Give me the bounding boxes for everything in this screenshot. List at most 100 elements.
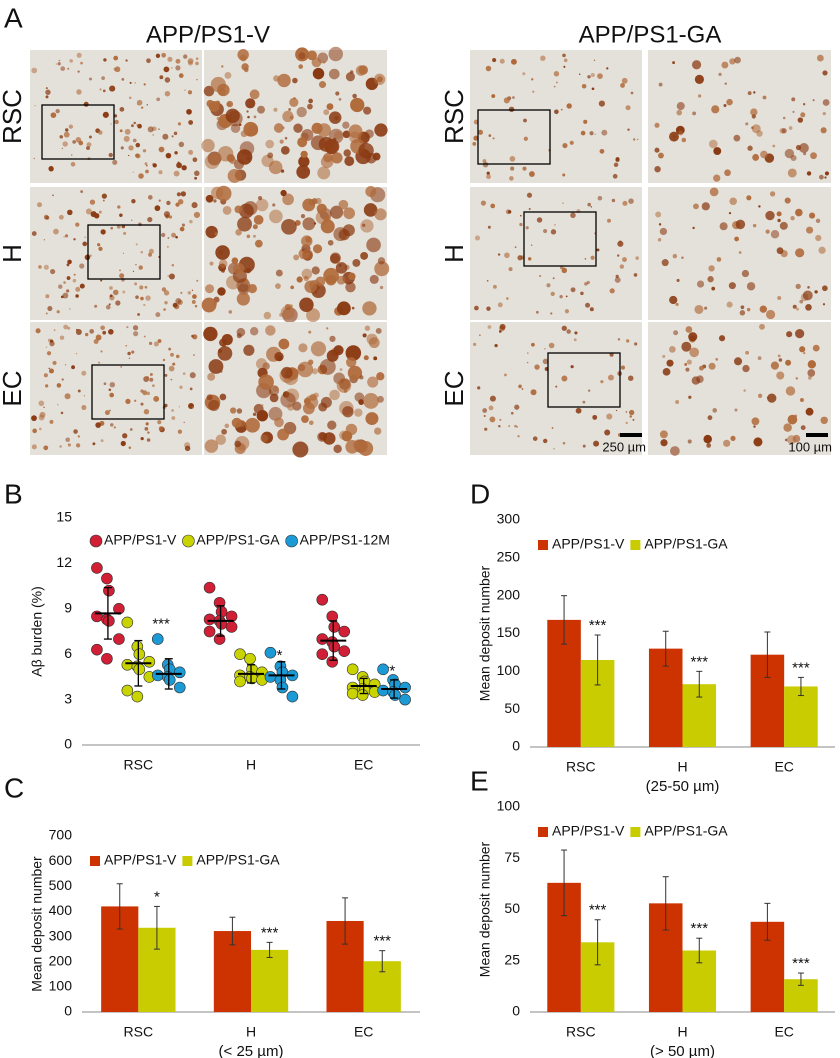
deposit [523,136,528,141]
deposit [81,405,87,411]
deposit [236,292,250,306]
deposit [473,342,477,346]
deposit [61,378,64,381]
deposit [193,354,195,356]
deposit [692,111,697,116]
deposit [122,290,126,294]
deposit [778,358,783,362]
deposit [103,382,107,386]
deposit [209,261,214,266]
deposit [815,218,821,224]
deposit [751,126,754,130]
deposit [570,212,576,219]
x-tick-label: RSC [566,759,596,775]
legend-label: APP/PS1-V [552,823,625,839]
deposit [615,157,620,163]
deposit [109,294,113,298]
deposit [64,234,69,238]
deposit [546,283,551,288]
deposit [696,280,705,288]
deposit [795,307,799,311]
data-point [225,621,238,633]
deposit [730,435,736,441]
deposit [308,330,312,334]
y-tick-label: 25 [504,951,520,967]
deposit [277,428,290,441]
deposit [73,238,76,241]
deposit [75,329,82,336]
deposit [112,159,118,165]
y-tick-label: 12 [56,554,72,570]
deposit [293,123,303,133]
deposit [318,81,327,89]
deposit [140,402,144,406]
deposit [260,434,269,443]
deposit [238,203,254,219]
deposit [180,291,183,294]
data-point [213,633,226,645]
deposit [629,415,632,418]
deposit [279,139,284,144]
data-point [103,615,115,627]
deposit [497,253,501,256]
deposit [676,278,680,282]
deposit [171,416,176,420]
deposit [797,117,804,123]
deposit [800,112,806,118]
deposit [58,284,63,289]
legend-marker [630,827,641,837]
deposit [102,111,109,118]
deposit [137,103,139,106]
deposit [312,67,325,80]
deposit [532,90,535,93]
deposit [718,335,726,342]
deposit [301,268,313,280]
deposit [769,191,776,197]
deposit [657,237,662,242]
deposit [189,219,193,224]
deposit [152,384,155,387]
deposit [310,135,326,151]
deposit [77,389,81,393]
deposit [562,173,566,177]
deposit [718,72,722,76]
deposit [753,91,756,94]
deposit [175,298,182,305]
deposit [706,443,712,448]
deposit [578,73,581,75]
deposit [626,339,630,343]
deposit [565,295,568,298]
deposit [280,305,295,320]
deposit [543,228,548,234]
deposit [492,58,497,63]
deposit [512,96,515,99]
deposit [247,132,251,137]
deposit [325,274,337,286]
deposit [535,310,539,314]
deposit [138,265,143,270]
legend-label: APP/PS1-GA [196,532,280,548]
deposit [247,283,257,294]
data-point [399,681,411,694]
deposit [165,152,172,159]
deposit [349,131,361,144]
legend-label: APP/PS1-V [104,852,177,868]
deposit [309,393,317,401]
deposit [487,325,492,329]
deposit [201,138,215,153]
deposit [120,440,126,447]
deposit [713,147,722,156]
deposit [625,421,628,425]
deposit [85,208,92,215]
deposit [539,275,542,277]
deposit [675,400,680,404]
y-tick-label: 200 [49,952,73,968]
deposit [728,282,736,290]
deposit [311,368,318,375]
deposit [812,99,815,102]
x-tick-label: EC [354,757,373,773]
deposit [562,202,564,204]
deposit [635,256,639,260]
deposit [55,63,57,65]
data-point [151,669,164,682]
